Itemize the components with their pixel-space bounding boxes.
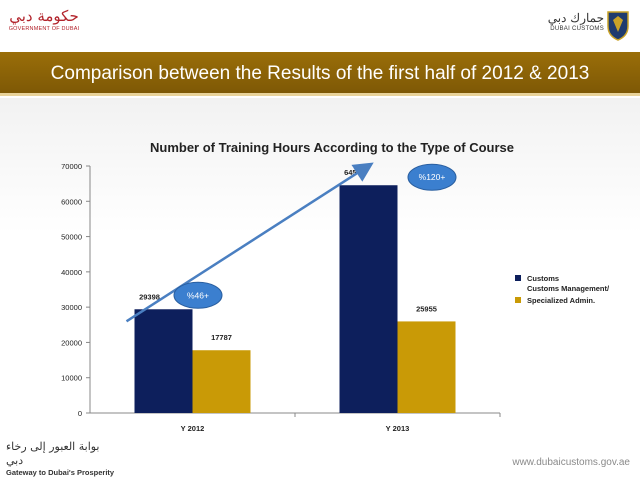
y-tick-label: 20000: [61, 338, 82, 347]
government-of-dubai-logo: حكومة دبي GOVERNMENT OF DUBAI: [8, 6, 80, 44]
dubai-customs-logo: جمارك دبي DUBAI CUSTOMS: [524, 6, 634, 44]
x-tick-label: Y 2012: [181, 424, 205, 433]
legend-swatch: [515, 275, 521, 281]
data-label: 17787: [211, 333, 232, 342]
y-tick-label: 70000: [61, 162, 82, 171]
data-label: 25955: [416, 304, 437, 313]
title-bar-stripe: [0, 93, 640, 96]
legend-label: Specialized Admin.: [527, 296, 595, 305]
bar-specialized: [192, 350, 251, 413]
gov-logo-arabic: حكومة دبي: [9, 7, 79, 25]
y-tick-label: 10000: [61, 374, 82, 383]
slide-header: حكومة دبي GOVERNMENT OF DUBAI جمارك دبي …: [0, 0, 640, 50]
y-tick-label: 50000: [61, 233, 82, 242]
growth-badge-label: %46+: [187, 290, 209, 300]
website-link[interactable]: www.dubaicustoms.gov.ae: [512, 457, 630, 468]
data-label: 29398: [139, 292, 160, 301]
tagline-english: Gateway to Dubai's Prosperity: [6, 468, 115, 477]
training-hours-chart: Number of Training Hours According to th…: [61, 140, 610, 433]
growth-badge: [173, 281, 223, 309]
slide-title: Comparison between the Results of the fi…: [50, 63, 590, 84]
bar-customs: [134, 309, 193, 413]
y-tick-label: 40000: [61, 268, 82, 277]
bar-specialized: [397, 321, 456, 413]
chart-title: Number of Training Hours According to th…: [150, 140, 514, 155]
legend-swatch: [515, 297, 521, 303]
legend-label: Customs: [527, 274, 559, 283]
slide-content-background: [0, 98, 640, 438]
customs-logo-arabic: جمارك دبي: [547, 11, 604, 25]
customs-logo-english: DUBAI CUSTOMS: [550, 26, 604, 32]
customs-emblem-icon: [607, 11, 629, 41]
growth-badge: [407, 163, 457, 191]
gateway-tagline: بوابة العبور إلى رخاء دبي Gateway to Dub…: [6, 440, 116, 477]
title-bar: Comparison between the Results of the fi…: [0, 52, 640, 96]
tagline-arabic: بوابة العبور إلى رخاء دبي: [6, 440, 100, 467]
growth-arrow: [125, 162, 374, 323]
y-tick-label: 60000: [61, 197, 82, 206]
x-tick-label: Y 2013: [386, 424, 410, 433]
y-tick-label: 30000: [61, 303, 82, 312]
bar-customs: [339, 185, 398, 413]
growth-badge-label: %120+: [419, 172, 446, 182]
gov-logo-english: GOVERNMENT OF DUBAI: [8, 26, 80, 32]
y-tick-label: 0: [78, 409, 82, 418]
legend-label: Customs Management/: [527, 284, 610, 293]
